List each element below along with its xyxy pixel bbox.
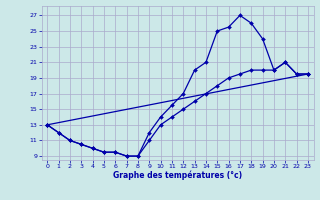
X-axis label: Graphe des températures (°c): Graphe des températures (°c) (113, 171, 242, 180)
